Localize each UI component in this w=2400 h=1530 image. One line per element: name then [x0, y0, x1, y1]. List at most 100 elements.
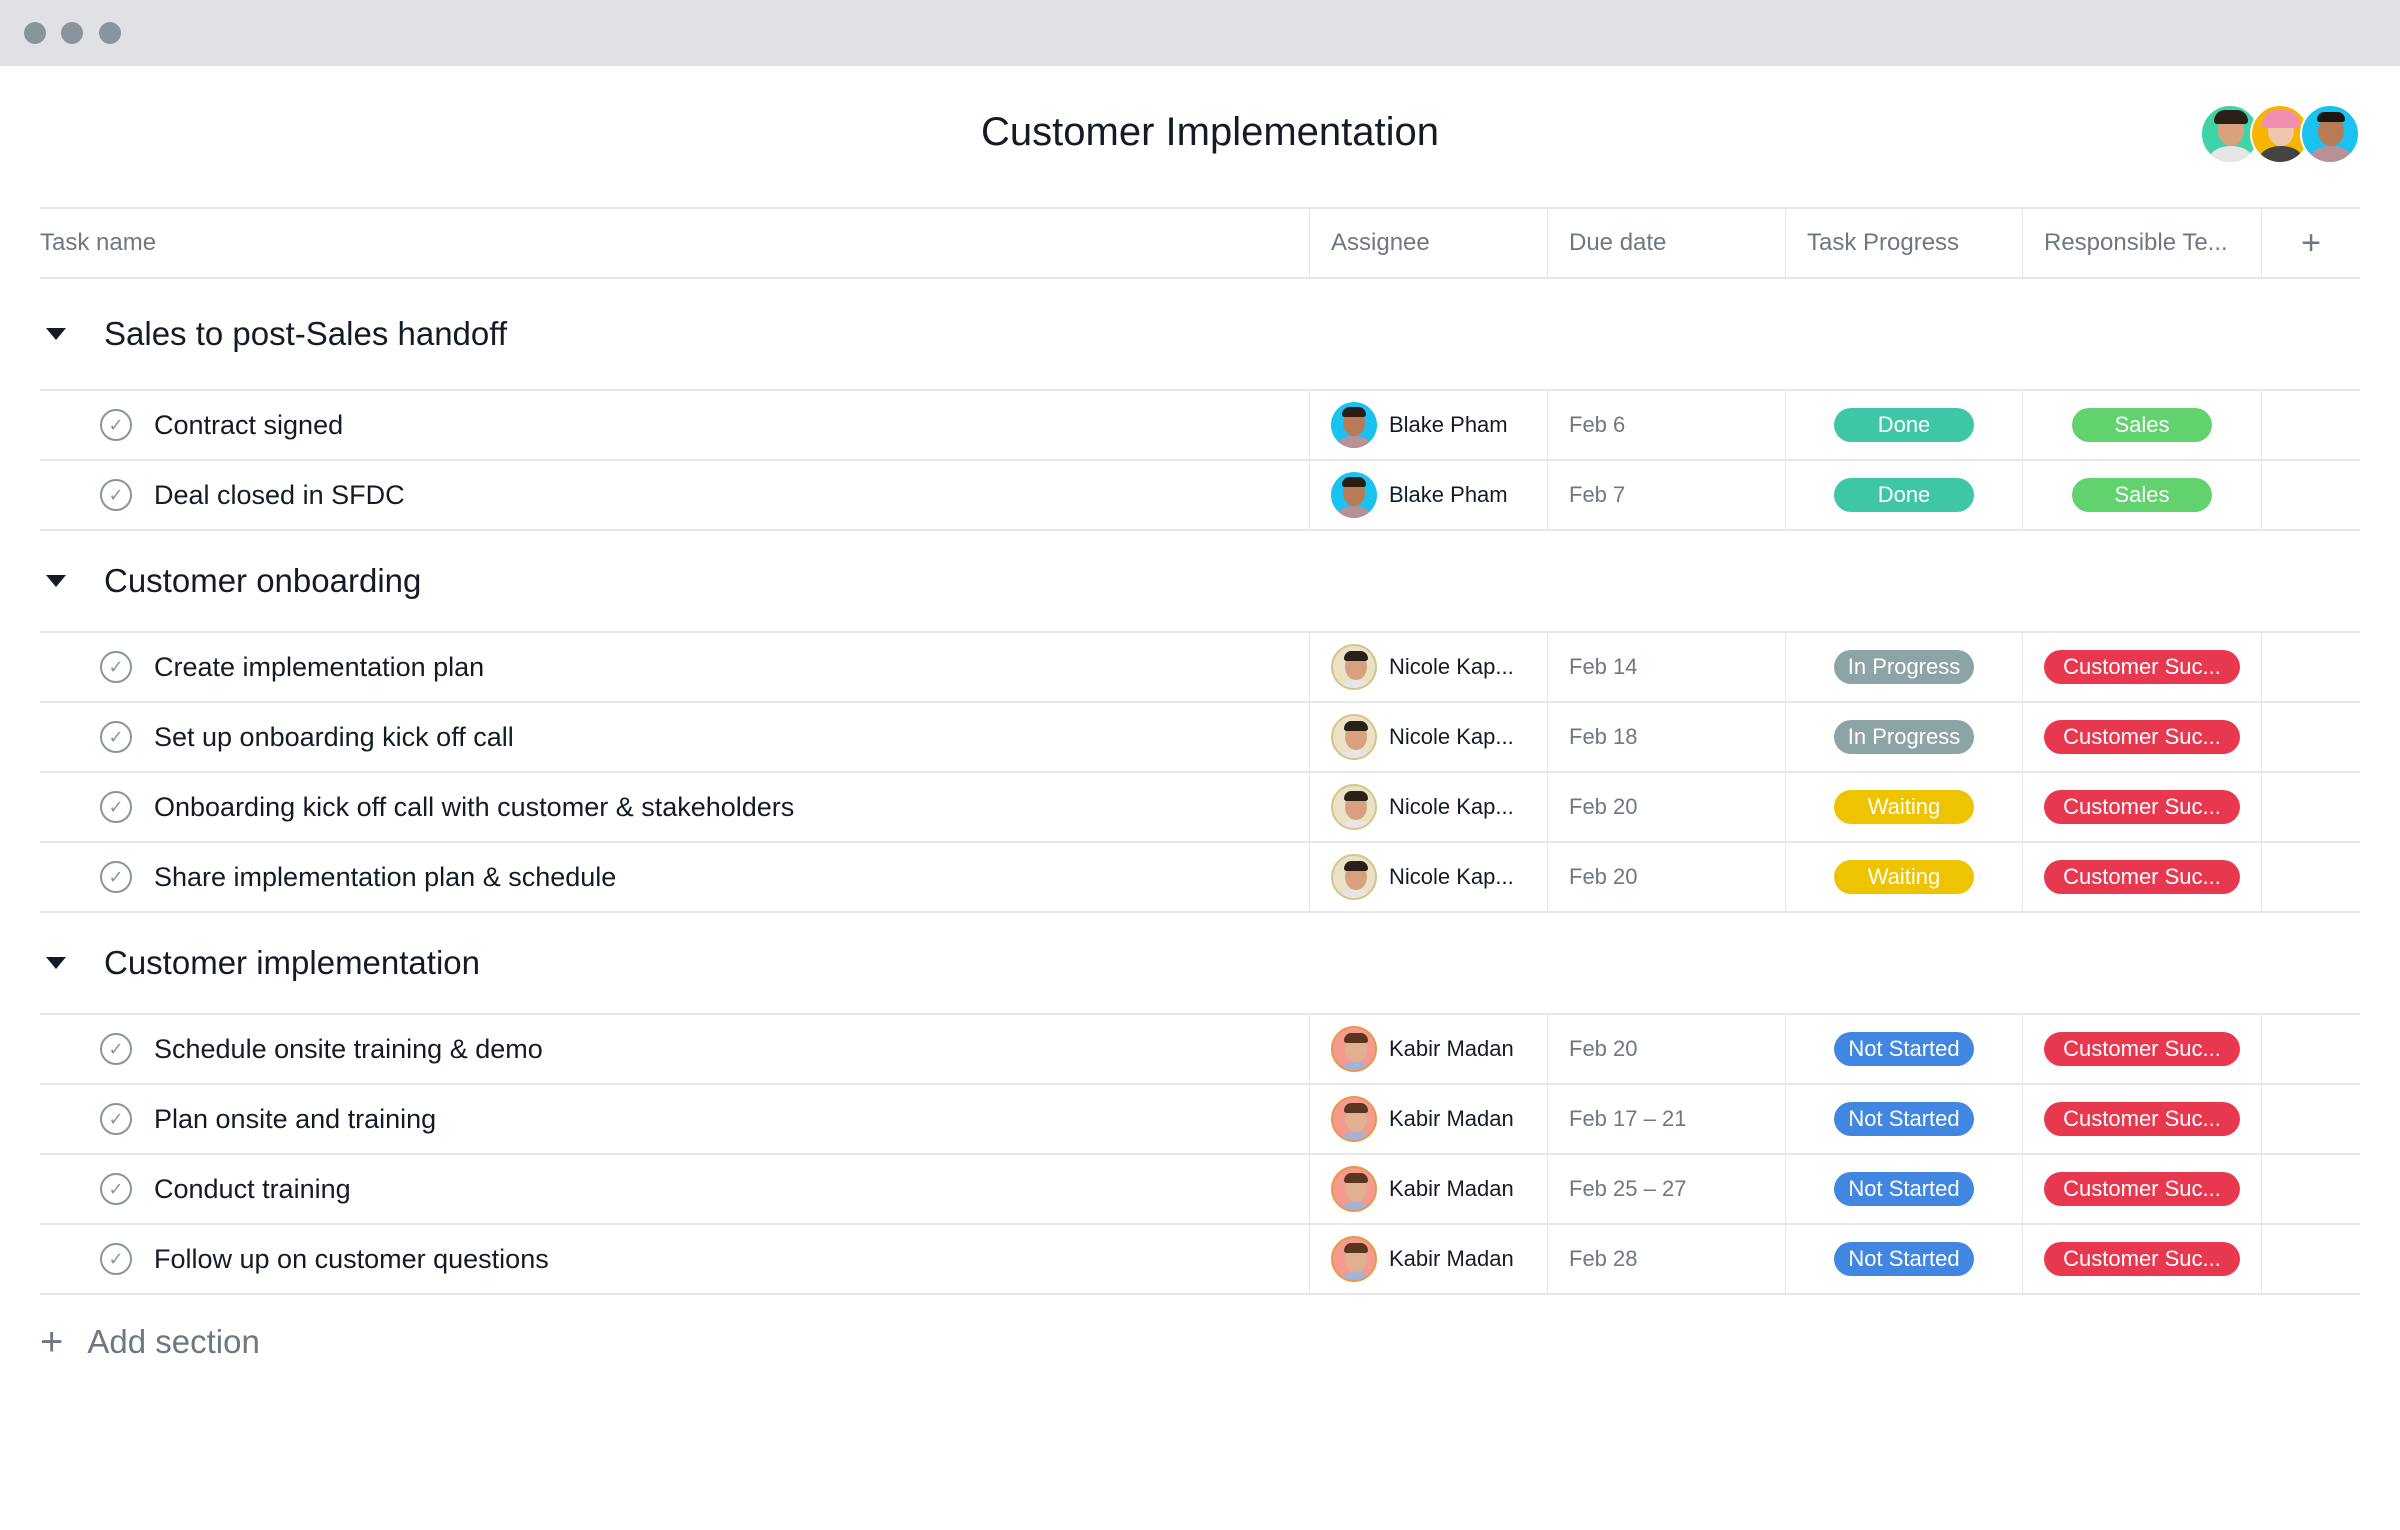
team-cell[interactable]: Customer Suc... — [2022, 843, 2261, 911]
task-row[interactable]: ✓ Create implementation plan Nicole Kap..… — [40, 633, 2360, 703]
complete-check-icon[interactable]: ✓ — [100, 1033, 132, 1065]
team-cell[interactable]: Customer Suc... — [2022, 1015, 2261, 1083]
assignee-cell[interactable]: Nicole Kap... — [1309, 773, 1547, 841]
task-name[interactable]: Share implementation plan & schedule — [154, 861, 617, 892]
avatar — [1331, 402, 1377, 448]
due-date[interactable]: Feb 17 – 21 — [1547, 1085, 1785, 1153]
assignee-name: Kabir Madan — [1389, 1106, 1514, 1131]
team-cell[interactable]: Sales — [2022, 391, 2261, 459]
assignee-cell[interactable]: Blake Pham — [1309, 461, 1547, 529]
column-header-assignee[interactable]: Assignee — [1309, 209, 1547, 277]
task-row[interactable]: ✓ Contract signed Blake Pham Feb 6 Done S… — [40, 391, 2360, 461]
due-date[interactable]: Feb 14 — [1547, 633, 1785, 701]
team-cell[interactable]: Customer Suc... — [2022, 773, 2261, 841]
team-badge: Customer Suc... — [2044, 790, 2240, 824]
task-name[interactable]: Set up onboarding kick off call — [154, 721, 514, 752]
assignee-cell[interactable]: Nicole Kap... — [1309, 633, 1547, 701]
progress-cell[interactable]: Not Started — [1785, 1085, 2022, 1153]
status-badge: Done — [1834, 478, 1974, 512]
progress-cell[interactable]: In Progress — [1785, 703, 2022, 771]
column-header-due-date[interactable]: Due date — [1547, 209, 1785, 277]
assignee-cell[interactable]: Kabir Madan — [1309, 1085, 1547, 1153]
progress-cell[interactable]: Not Started — [1785, 1015, 2022, 1083]
complete-check-icon[interactable]: ✓ — [100, 791, 132, 823]
due-date[interactable]: Feb 7 — [1547, 461, 1785, 529]
complete-check-icon[interactable]: ✓ — [100, 479, 132, 511]
task-row[interactable]: ✓ Onboarding kick off call with customer … — [40, 773, 2360, 843]
collapse-caret-icon[interactable] — [46, 957, 66, 969]
complete-check-icon[interactable]: ✓ — [100, 1173, 132, 1205]
assignee-cell[interactable]: Kabir Madan — [1309, 1225, 1547, 1293]
column-header-task-name[interactable]: Task name — [40, 229, 157, 256]
task-name[interactable]: Onboarding kick off call with customer &… — [154, 791, 795, 822]
member-avatar[interactable] — [2300, 104, 2360, 164]
due-date[interactable]: Feb 20 — [1547, 1015, 1785, 1083]
team-cell[interactable]: Customer Suc... — [2022, 1225, 2261, 1293]
complete-check-icon[interactable]: ✓ — [100, 651, 132, 683]
team-cell[interactable]: Customer Suc... — [2022, 1085, 2261, 1153]
due-date[interactable]: Feb 25 – 27 — [1547, 1155, 1785, 1223]
section-title[interactable]: Customer onboarding — [104, 562, 422, 599]
complete-check-icon[interactable]: ✓ — [100, 1103, 132, 1135]
column-header-responsible-team[interactable]: Responsible Te... — [2022, 209, 2261, 277]
progress-cell[interactable]: Done — [1785, 461, 2022, 529]
add-section-button[interactable]: + Add section — [40, 1322, 260, 1362]
project-members[interactable] — [2200, 104, 2360, 164]
due-date[interactable]: Feb 20 — [1547, 843, 1785, 911]
team-badge: Customer Suc... — [2044, 1102, 2240, 1136]
team-cell[interactable]: Customer Suc... — [2022, 703, 2261, 771]
collapse-caret-icon[interactable] — [46, 328, 66, 340]
team-cell[interactable]: Customer Suc... — [2022, 1155, 2261, 1223]
status-badge: In Progress — [1834, 650, 1974, 684]
status-badge: Not Started — [1834, 1242, 1974, 1276]
complete-check-icon[interactable]: ✓ — [100, 1243, 132, 1275]
task-row[interactable]: ✓ Schedule onsite training & demo Kabir M… — [40, 1015, 2360, 1085]
window-maximize-button[interactable] — [99, 22, 121, 44]
task-name[interactable]: Conduct training — [154, 1173, 351, 1204]
window-minimize-button[interactable] — [61, 22, 83, 44]
complete-check-icon[interactable]: ✓ — [100, 409, 132, 441]
task-row[interactable]: ✓ Conduct training Kabir Madan Feb 25 – 2… — [40, 1155, 2360, 1225]
task-name[interactable]: Plan onsite and training — [154, 1103, 437, 1134]
window-close-button[interactable] — [24, 22, 46, 44]
task-row[interactable]: ✓ Deal closed in SFDC Blake Pham Feb 7 Do… — [40, 461, 2360, 531]
task-row[interactable]: ✓ Plan onsite and training Kabir Madan Fe… — [40, 1085, 2360, 1155]
avatar — [1331, 714, 1377, 760]
assignee-cell[interactable]: Nicole Kap... — [1309, 703, 1547, 771]
task-name[interactable]: Follow up on customer questions — [154, 1243, 549, 1274]
progress-cell[interactable]: Waiting — [1785, 773, 2022, 841]
avatar — [1331, 1236, 1377, 1282]
complete-check-icon[interactable]: ✓ — [100, 721, 132, 753]
task-row[interactable]: ✓ Share implementation plan & schedule Ni… — [40, 843, 2360, 913]
assignee-cell[interactable]: Blake Pham — [1309, 391, 1547, 459]
task-row[interactable]: ✓ Follow up on customer questions Kabir M… — [40, 1225, 2360, 1295]
complete-check-icon[interactable]: ✓ — [100, 861, 132, 893]
team-cell[interactable]: Customer Suc... — [2022, 633, 2261, 701]
team-cell[interactable]: Sales — [2022, 461, 2261, 529]
assignee-cell[interactable]: Nicole Kap... — [1309, 843, 1547, 911]
task-name[interactable]: Create implementation plan — [154, 651, 485, 682]
task-name[interactable]: Deal closed in SFDC — [154, 479, 405, 510]
due-date[interactable]: Feb 6 — [1547, 391, 1785, 459]
assignee-cell[interactable]: Kabir Madan — [1309, 1155, 1547, 1223]
plus-icon: + — [40, 1320, 64, 1364]
progress-cell[interactable]: Not Started — [1785, 1225, 2022, 1293]
due-date[interactable]: Feb 18 — [1547, 703, 1785, 771]
assignee-name: Blake Pham — [1389, 482, 1508, 507]
progress-cell[interactable]: In Progress — [1785, 633, 2022, 701]
assignee-cell[interactable]: Kabir Madan — [1309, 1015, 1547, 1083]
task-name[interactable]: Schedule onsite training & demo — [154, 1033, 543, 1064]
column-header-task-progress[interactable]: Task Progress — [1785, 209, 2022, 277]
task-row[interactable]: ✓ Set up onboarding kick off call Nicole … — [40, 703, 2360, 773]
progress-cell[interactable]: Done — [1785, 391, 2022, 459]
add-column-button[interactable]: + — [2261, 209, 2360, 277]
due-date[interactable]: Feb 20 — [1547, 773, 1785, 841]
avatar — [1331, 644, 1377, 690]
progress-cell[interactable]: Not Started — [1785, 1155, 2022, 1223]
section-title[interactable]: Sales to post-Sales handoff — [104, 315, 507, 352]
section-title[interactable]: Customer implementation — [104, 944, 480, 981]
collapse-caret-icon[interactable] — [46, 575, 66, 587]
task-name[interactable]: Contract signed — [154, 409, 344, 440]
progress-cell[interactable]: Waiting — [1785, 843, 2022, 911]
due-date[interactable]: Feb 28 — [1547, 1225, 1785, 1293]
